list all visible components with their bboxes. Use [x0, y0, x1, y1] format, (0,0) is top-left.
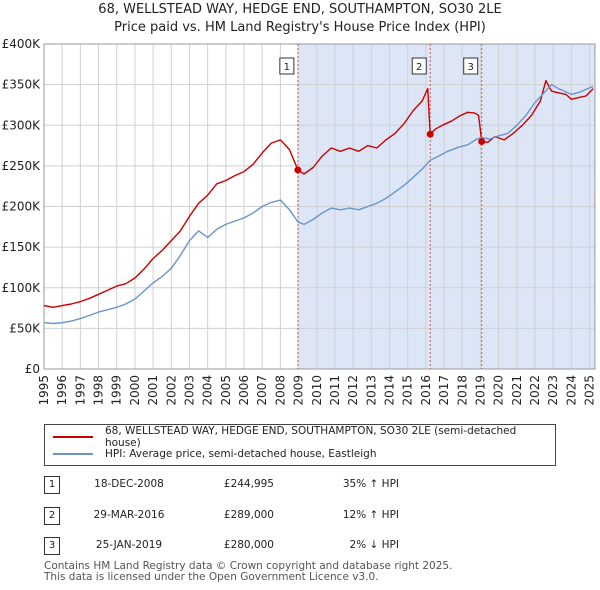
x-tick-label: 1995 — [37, 375, 51, 406]
x-tick-label: 2003 — [182, 375, 196, 406]
legend-item-hpi: HPI: Average price, semi-detached house,… — [53, 446, 377, 462]
hpi-line — [43, 83, 594, 325]
sale-point — [294, 166, 302, 174]
x-tick-label: 1999 — [110, 375, 124, 406]
chart-subtitle: Price paid vs. HM Land Registry's House … — [114, 20, 486, 35]
sale-label-box — [279, 57, 295, 75]
x-tick-label: 2021 — [510, 375, 524, 406]
transaction-date: 29-MAR-2016 — [93, 509, 165, 521]
x-tick-label: 2014 — [383, 375, 397, 406]
x-tick-label: 2025 — [583, 375, 597, 406]
x-tick-label: 2010 — [310, 375, 324, 406]
x-tick-label: 2006 — [237, 375, 251, 406]
x-tick-label: 2009 — [292, 375, 306, 406]
x-tick-label: 2023 — [546, 375, 560, 406]
transaction-number: 3 — [44, 537, 60, 555]
x-tick-label: 2007 — [255, 375, 269, 406]
transaction-hpi: 2% ↓ HPI — [349, 539, 399, 551]
x-tick-label: 2013 — [364, 375, 378, 406]
y-tick-label: £300K — [2, 118, 42, 132]
y-tick-label: £150K — [2, 240, 42, 254]
transaction-date: 25-JAN-2019 — [95, 539, 163, 551]
x-tick-label: 2015 — [401, 375, 415, 406]
x-tick-label: 2024 — [564, 375, 578, 406]
x-tick-label: 2008 — [273, 375, 287, 406]
transaction-hpi: 12% ↑ HPI — [342, 509, 399, 521]
footer-copyright: Contains HM Land Registry data © Crown c… — [44, 560, 453, 572]
y-tick-label: £0 — [25, 362, 40, 376]
transaction-number: 2 — [44, 507, 60, 525]
x-tick-label: 2002 — [164, 375, 178, 406]
x-tick-label: 2022 — [528, 375, 542, 406]
transaction-date: 18-DEC-2008 — [94, 478, 164, 490]
x-tick-label: 2001 — [146, 375, 160, 406]
x-tick-label: 2005 — [219, 375, 233, 406]
x-tick-label: 2012 — [346, 375, 360, 406]
x-tick-label: 2019 — [473, 375, 487, 406]
footer: Contains HM Land Registry data © Crown c… — [44, 561, 452, 583]
y-tick-label: £400K — [2, 37, 42, 51]
property-price-line — [43, 79, 594, 308]
y-tick-label: £350K — [2, 78, 42, 92]
legend-item-property: 68, WELLSTEAD WAY, HEDGE END, SOUTHAMPTO… — [53, 425, 555, 449]
transaction-price: £244,995 — [223, 478, 274, 490]
sale-label-box — [463, 57, 479, 75]
x-tick-label: 2020 — [492, 375, 506, 406]
x-tick-label: 2004 — [201, 375, 215, 406]
transaction-price: £289,000 — [223, 509, 274, 521]
x-tick-label: 1996 — [55, 375, 69, 406]
x-tick-label: 2011 — [328, 375, 342, 406]
x-tick-label: 2017 — [437, 375, 451, 406]
y-tick-label: £200K — [2, 200, 42, 214]
sale-point — [478, 138, 486, 145]
sale-point — [426, 130, 434, 138]
plot-frame — [43, 43, 596, 370]
sale-label-box — [411, 57, 427, 75]
y-tick-label: £250K — [2, 159, 42, 173]
transaction-price: £280,000 — [223, 539, 274, 551]
sale-label: 3 — [468, 62, 474, 73]
x-tick-label: 1998 — [92, 375, 106, 406]
sale-label: 1 — [284, 62, 290, 73]
sale-label: 2 — [416, 62, 422, 73]
legend-label-hpi: HPI: Average price, semi-detached house,… — [105, 448, 377, 460]
legend-swatch-hpi — [53, 453, 93, 455]
legend: 68, WELLSTEAD WAY, HEDGE END, SOUTHAMPTO… — [44, 424, 556, 466]
y-tick-label: £100K — [2, 281, 42, 295]
transaction-hpi: 35% ↑ HPI — [342, 478, 399, 490]
chart-title: 68, WELLSTEAD WAY, HEDGE END, SOUTHAMPTO… — [98, 2, 502, 17]
x-tick-label: 2000 — [128, 375, 142, 406]
x-tick-label: 2018 — [455, 375, 469, 406]
x-tick-label: 2016 — [419, 375, 433, 406]
x-tick-label: 1997 — [73, 375, 87, 406]
legend-swatch-property — [53, 436, 93, 438]
price-chart: £0 £50K £100K £150K £200K £250K £300K £350K £400… — [2, 37, 597, 406]
transaction-number: 1 — [44, 476, 60, 494]
footer-license: This data is licensed under the Open Gov… — [44, 571, 379, 583]
y-tick-label: £50K — [9, 321, 41, 335]
legend-label-property: 68, WELLSTEAD WAY, HEDGE END, SOUTHAMPTO… — [104, 425, 517, 449]
